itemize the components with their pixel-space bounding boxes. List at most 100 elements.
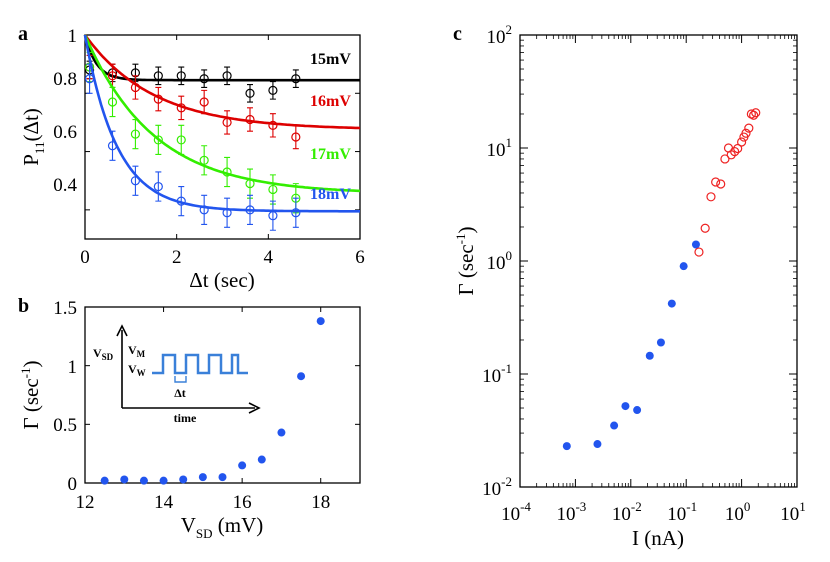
tick-exponent: 0 <box>744 499 751 514</box>
error-bar <box>224 110 231 135</box>
tick-base: 10 <box>482 366 501 387</box>
data-point <box>291 74 301 84</box>
error-bar <box>269 174 276 205</box>
tick-base: 10 <box>725 504 744 525</box>
error-bar <box>109 86 116 118</box>
data-point <box>716 179 726 189</box>
tick-exponent: 2 <box>506 22 513 37</box>
tick-base: 10 <box>667 504 686 525</box>
data-point <box>130 176 141 186</box>
series-label-16mv: 16mV <box>310 93 351 110</box>
tick-base: 10 <box>482 479 501 500</box>
x-axis-label-main: V <box>181 513 196 537</box>
tick-base: 10 <box>780 504 799 525</box>
error-bar <box>224 66 231 86</box>
data-point <box>268 120 278 130</box>
x-axis-label-c: I (nA) <box>632 526 684 550</box>
inset-vm-label: VM <box>128 343 146 359</box>
inset-vm-main: V <box>128 343 137 357</box>
data-point <box>199 74 209 84</box>
inset-vsd-sub: SD <box>102 352 114 362</box>
series-label-18mv: 18mV <box>310 186 351 203</box>
inset-vertical-arrow <box>116 324 128 408</box>
y-tick-labels-b: 0 0.5 1 1.5 <box>53 298 77 495</box>
data-point <box>706 192 716 202</box>
x-axis-label-tail: (mV) <box>213 513 264 537</box>
error-bar <box>155 86 162 112</box>
data-point <box>667 299 676 308</box>
data-point <box>730 146 740 157</box>
data-point <box>741 128 751 138</box>
error-bar <box>155 124 162 156</box>
tick-base: 10 <box>487 253 506 274</box>
data-point <box>245 179 255 189</box>
series-15mv <box>83 34 360 103</box>
y-axis-label-sup: -1 <box>18 367 33 378</box>
error-bar <box>247 83 253 103</box>
data-point <box>593 440 602 449</box>
error-bar <box>132 118 139 150</box>
tick-base: 10 <box>612 504 631 525</box>
x-tick-labels-b: 12 14 16 18 <box>76 492 331 513</box>
error-bar <box>132 75 139 100</box>
error-bar <box>155 171 162 202</box>
panel-c: c 10-4 10-3 10-2 10-1 100 101 10210110010-110… <box>453 22 806 550</box>
y-tick-label: 0.5 <box>53 415 77 436</box>
data-point <box>153 135 163 145</box>
data-point <box>153 71 163 81</box>
tick-exponent: 1 <box>799 499 806 514</box>
data-point <box>633 406 642 415</box>
error-bar <box>247 168 253 199</box>
data-point <box>257 455 266 464</box>
inset-pulse-train <box>152 353 248 375</box>
error-bar <box>269 81 276 100</box>
data-point <box>711 177 721 187</box>
tick-exponent: -1 <box>501 361 512 376</box>
y-tick-label: 1 <box>68 357 78 378</box>
x-tick-label: 10-2 <box>612 499 642 525</box>
series-label-15mv: 15mV <box>310 51 351 68</box>
data-point <box>268 85 278 95</box>
inset-vm-sub: M <box>137 349 146 359</box>
error-bar <box>155 66 162 86</box>
data-point <box>222 167 232 177</box>
tick-exponent: -3 <box>575 499 586 514</box>
x-tick-labels-c: 10-4 10-3 10-2 10-1 100 101 <box>501 499 806 525</box>
data-point <box>562 442 571 451</box>
data-point <box>291 132 301 142</box>
y-tick-label: 1.5 <box>53 298 77 319</box>
data-point <box>645 351 654 360</box>
inset-vw-main: V <box>128 362 137 376</box>
y-axis-label-main: Γ (sec <box>454 244 478 295</box>
tick-exponent: 0 <box>506 248 513 263</box>
error-bar <box>178 124 185 156</box>
error-bar <box>109 130 116 161</box>
data-point <box>751 108 761 118</box>
error-bar <box>132 165 139 196</box>
series-18mv <box>83 34 360 231</box>
data-point <box>198 473 207 482</box>
x-axis-label-a: Δt (sec) <box>189 268 254 292</box>
plot-frame-a <box>84 34 361 240</box>
panel-label-a: a <box>18 23 28 45</box>
x-axis-label-b: VSD (mV) <box>181 513 264 541</box>
error-bar <box>269 200 276 231</box>
data-point <box>736 137 747 147</box>
x-tick-label: 14 <box>154 492 174 513</box>
data-point <box>130 129 141 139</box>
x-tick-label: 10-4 <box>501 499 531 525</box>
data-point <box>153 181 163 192</box>
tick-base: 10 <box>487 27 506 48</box>
error-bar <box>178 95 185 121</box>
fit-curve-15mv <box>83 34 360 82</box>
data-point <box>694 247 704 257</box>
y-tick-label: 0.8 <box>53 69 77 90</box>
series-group-a <box>83 34 361 231</box>
fit-curve-18mv <box>83 34 360 213</box>
plot-frame-c <box>519 34 798 488</box>
error-bar <box>292 197 299 228</box>
data-point <box>733 143 743 154</box>
series-filled <box>562 240 700 451</box>
data-point <box>153 94 163 104</box>
